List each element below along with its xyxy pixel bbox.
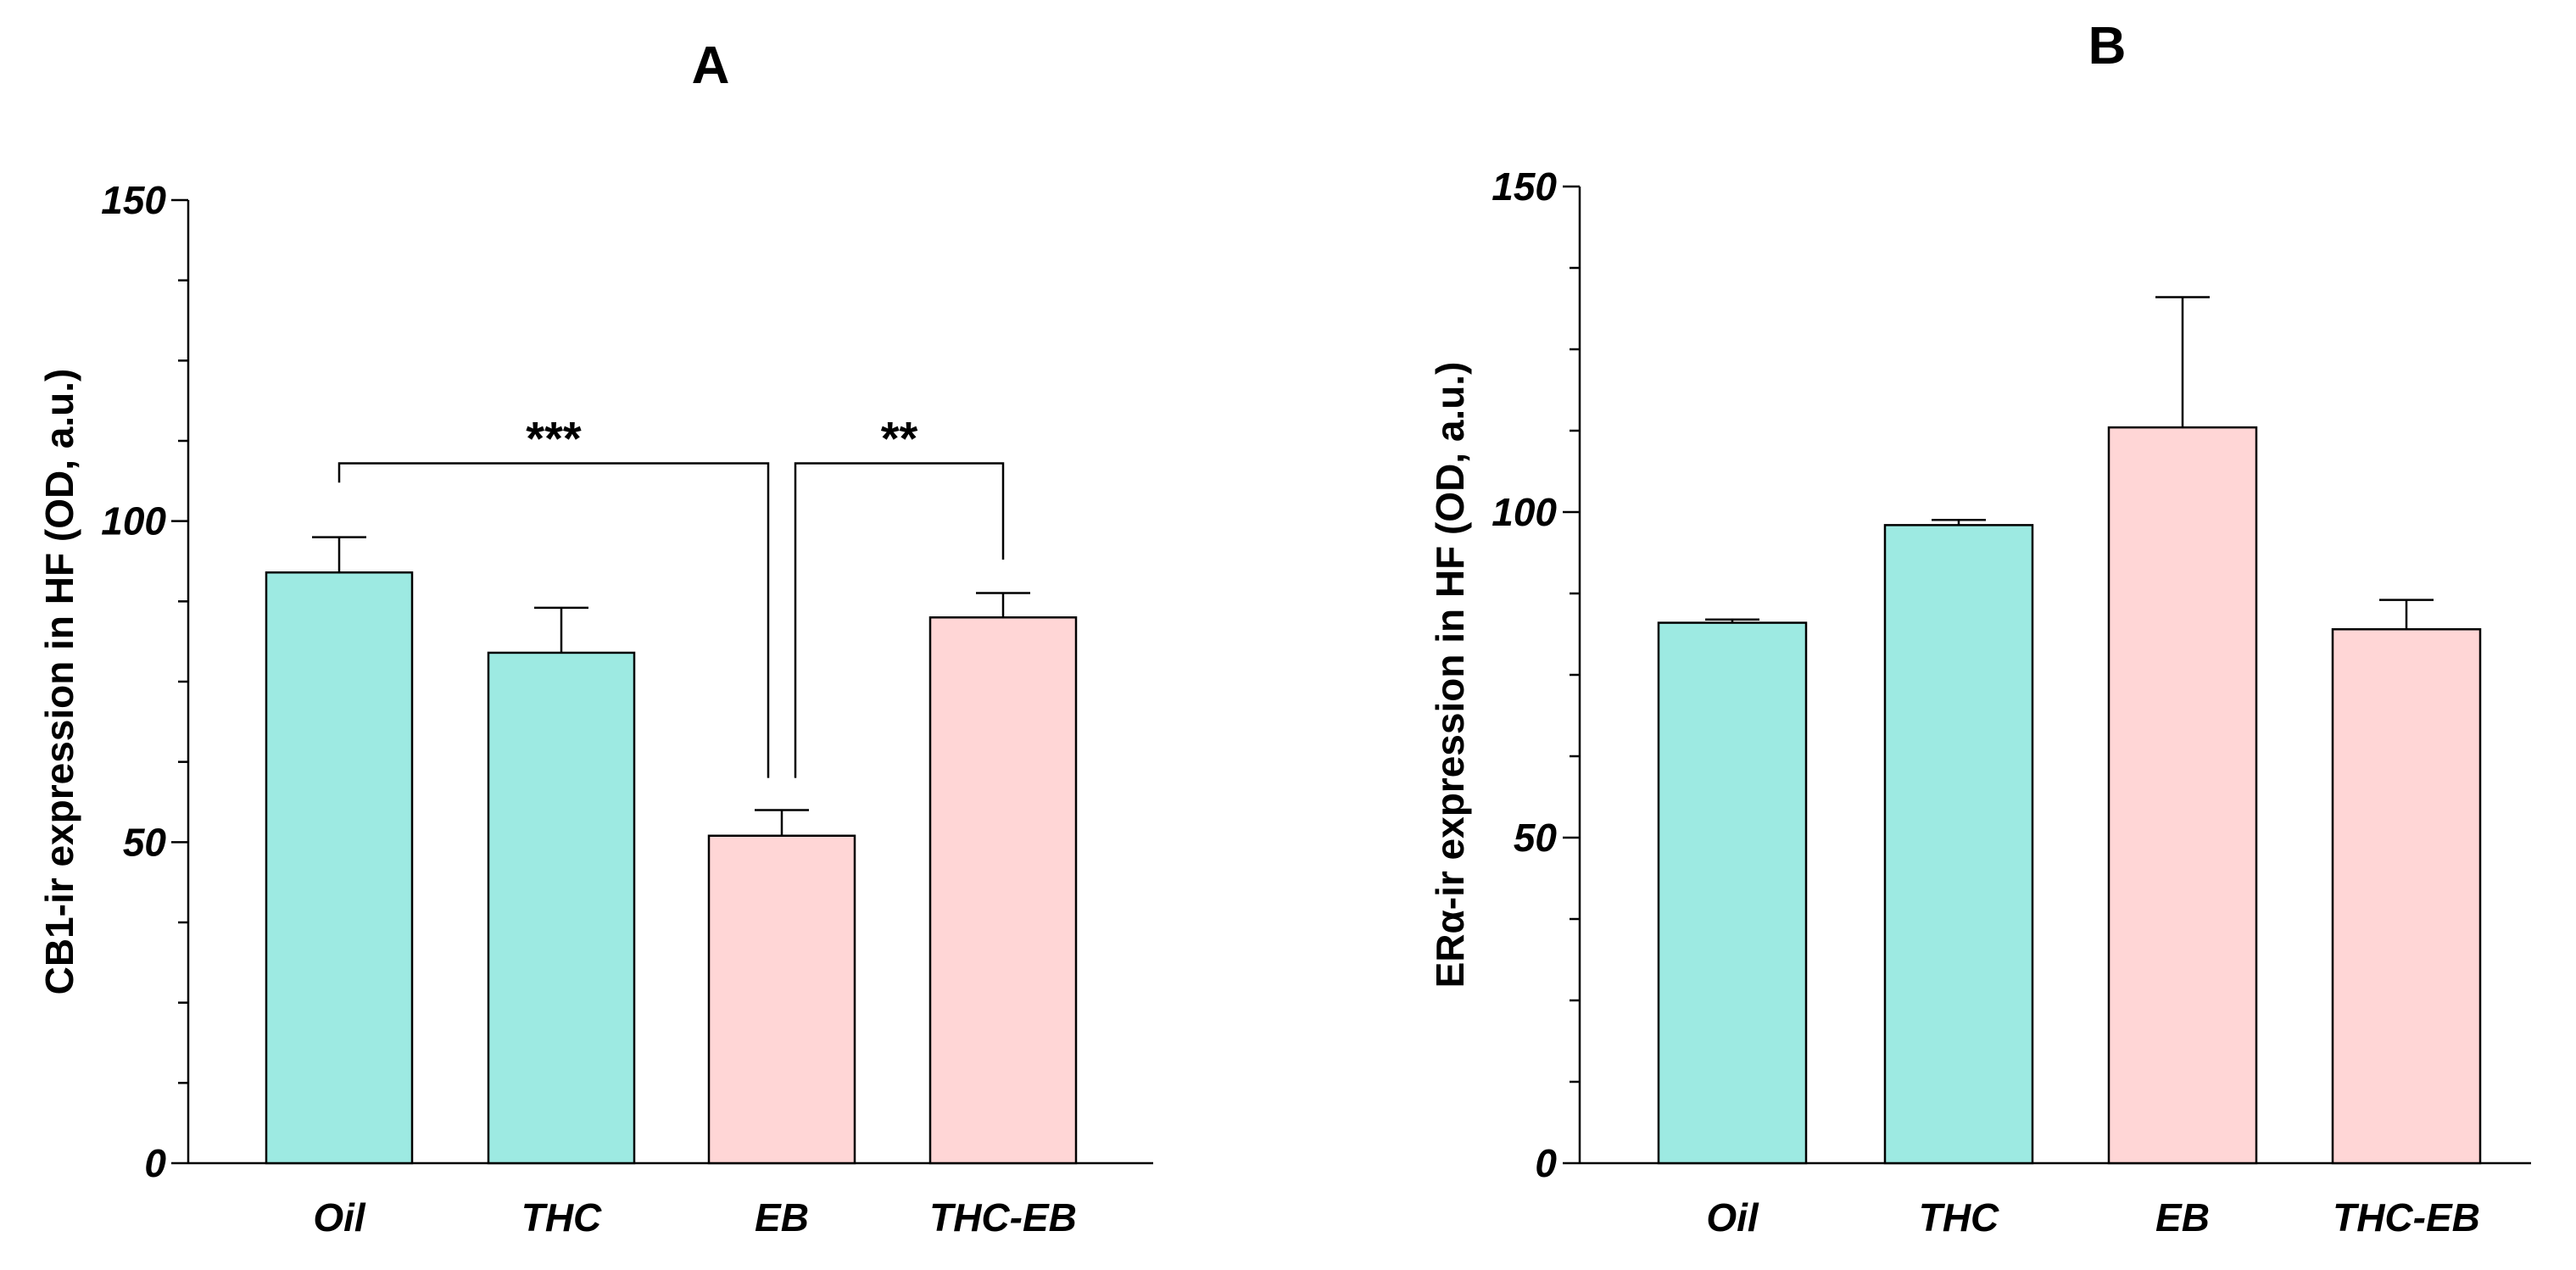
x-category-label: THC-EB [929,1195,1077,1239]
bar-thc-eb [928,616,1078,1165]
y-tick-label: 0 [144,1141,166,1185]
y-tick-label: 50 [1514,816,1558,860]
bar-eb [2107,426,2258,1165]
chart-panel-a: A 0 50 100 150 CB1-ir expression in HF (OD, a… [37,36,1153,1239]
y-tick-label: 50 [123,820,167,864]
y-tick-label: 150 [101,178,166,222]
y-tick-label: 100 [1492,490,1557,534]
bar-oil [1657,621,1808,1165]
x-category-label: Oil [1706,1195,1759,1239]
bar-eb [707,834,856,1165]
bar-thc [487,651,636,1165]
x-category-label: Oil [313,1195,366,1239]
bar-oil [265,571,414,1165]
bar-thc-eb [2331,627,2482,1165]
y-axis-label: ERα-ir expression in HF (OD, a.u.) [1428,362,1472,989]
chart-title: A [692,36,730,95]
x-category-label: EB [2155,1195,2210,1239]
x-category-label: EB [755,1195,809,1239]
y-axis-label: CB1-ir expression in HF (OD, a.u.) [37,369,81,995]
significance-bracket [794,462,1005,778]
x-category-label: THC-EB [2333,1195,2480,1239]
y-tick-label: 100 [101,499,166,543]
chart-panel-b: B 0 50 100 150 ERα-ir expression in HF (OD, a… [1428,17,2531,1239]
significance-label: ** [881,412,918,465]
significance-bracket [337,462,770,778]
significance-label: *** [526,412,582,465]
x-category-label: THC [1919,1195,1999,1239]
x-category-label: THC [521,1195,602,1239]
y-tick-label: 0 [1535,1141,1557,1185]
y-tick-label: 150 [1492,164,1557,209]
bar-thc [1883,524,2034,1165]
chart-title: B [2088,17,2127,75]
